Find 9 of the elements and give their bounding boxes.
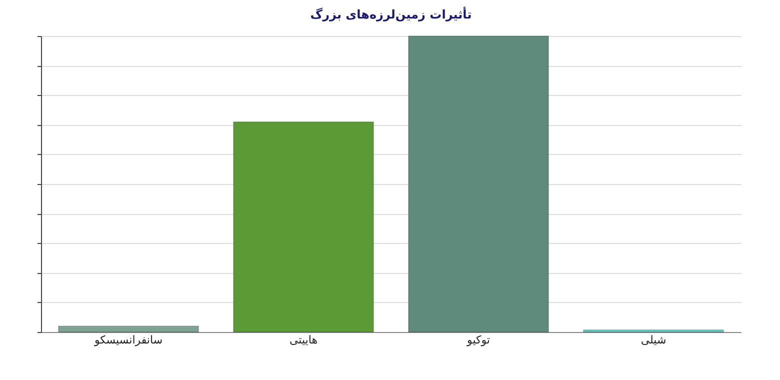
bar	[58, 326, 199, 332]
bar	[408, 36, 549, 332]
x-tick-label: هاییتی	[289, 334, 318, 346]
x-tick-label: شیلی	[640, 334, 666, 346]
chart-title: تأثیرات زمین‌لرزه‌های بزرگ	[310, 6, 472, 22]
x-tick-label: سانفرانسیسکو	[93, 334, 163, 346]
bar	[583, 329, 724, 332]
x-tick-label: توکیو	[466, 334, 490, 346]
bar	[233, 121, 374, 332]
